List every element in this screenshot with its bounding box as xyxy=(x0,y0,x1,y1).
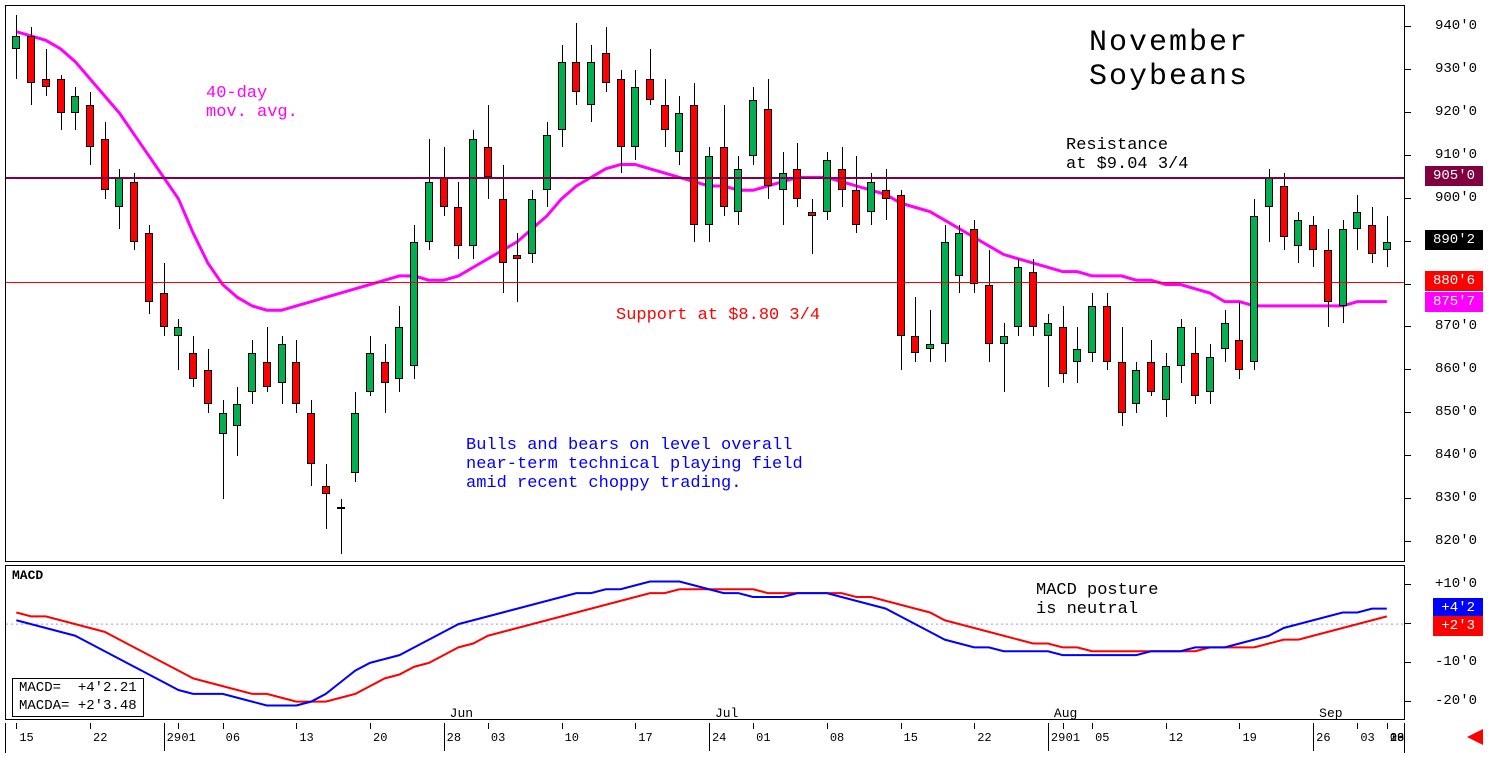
price-y-tick-label: 930'0 xyxy=(1435,61,1477,77)
chart-annotation: Bulls and bears on level overall near-te… xyxy=(466,436,803,493)
macd-y-tick-label: -10'0 xyxy=(1435,654,1477,670)
macd-label: MACD xyxy=(12,568,43,583)
macd-tag: +4'2 xyxy=(1433,598,1483,618)
horizontal-level-line xyxy=(6,282,1404,283)
x-tick-label: 10 xyxy=(565,731,579,745)
x-tick-label: 26 xyxy=(1316,731,1330,745)
macda-value: +2'3.48 xyxy=(78,698,137,714)
price-y-tick-label: 860'0 xyxy=(1435,361,1477,377)
price-y-tick-label: 900'0 xyxy=(1435,190,1477,206)
macd-annotation: MACD posture is neutral xyxy=(1036,581,1158,619)
x-tick-label: 29 xyxy=(1051,731,1065,745)
macd-tag: +2'3 xyxy=(1433,616,1483,636)
macd-svg xyxy=(6,566,1406,721)
macd-values-box: MACD= +4'2.21 MACDA= +2'3.48 xyxy=(12,678,144,717)
price-y-tick-label: 870'0 xyxy=(1435,318,1477,334)
scroll-left-arrow-icon[interactable] xyxy=(1467,729,1483,745)
x-tick-label: 15 xyxy=(904,731,918,745)
x-tick-label: 06 xyxy=(226,731,240,745)
price-y-tick-label: 820'0 xyxy=(1435,533,1477,549)
chart-annotation: Support at $8.80 3/4 xyxy=(616,306,820,325)
x-month-label: Aug xyxy=(1054,706,1077,721)
price-y-tick-label: 830'0 xyxy=(1435,490,1477,506)
x-tick-label: 01 xyxy=(181,731,195,745)
x-month-label: Sep xyxy=(1319,706,1342,721)
x-tick-label: 28 xyxy=(447,731,461,745)
price-tag: 875'7 xyxy=(1425,292,1483,312)
price-tag: 880'6 xyxy=(1425,271,1483,291)
macd-y-tick-label: -20'0 xyxy=(1435,693,1477,709)
x-tick-label: 23 xyxy=(1390,731,1404,745)
x-tick-label: 03 xyxy=(491,731,505,745)
horizontal-level-line xyxy=(6,177,1404,179)
x-tick-label: 08 xyxy=(830,731,844,745)
x-tick-label: 01 xyxy=(1066,731,1080,745)
x-tick-label: 12 xyxy=(1169,731,1183,745)
price-y-tick-label: 910'0 xyxy=(1435,147,1477,163)
macd-panel[interactable]: MACD MACD posture is neutral MACD= +4'2.… xyxy=(5,565,1405,720)
x-tick-label: 29 xyxy=(167,731,181,745)
x-tick-label: 05 xyxy=(1095,731,1109,745)
x-tick-label: 20 xyxy=(373,731,387,745)
price-tag: 905'0 xyxy=(1425,166,1483,186)
x-tick-label: 22 xyxy=(977,731,991,745)
macd-value-row: MACD= +4'2.21 xyxy=(19,680,137,698)
price-y-tick-label: 940'0 xyxy=(1435,18,1477,34)
x-tick-label: 22 xyxy=(93,731,107,745)
macd-value: +4'2.21 xyxy=(78,680,137,696)
x-month-label: Jul xyxy=(715,706,738,721)
price-chart-panel[interactable]: 40-day mov. avg. Resistance at $9.04 3/4 S… xyxy=(5,5,1405,562)
price-y-tick-label: 850'0 xyxy=(1435,404,1477,420)
x-tick-label: 24 xyxy=(712,731,726,745)
x-axis: 1522290106132028Jun03101724Jul0108152229… xyxy=(5,723,1405,753)
x-tick-label: 19 xyxy=(1242,731,1256,745)
price-y-tick-label: 840'0 xyxy=(1435,447,1477,463)
x-tick-label: 17 xyxy=(638,731,652,745)
chart-annotation: 40-day mov. avg. xyxy=(206,84,298,122)
macda-value-row: MACDA= +2'3.48 xyxy=(19,698,137,716)
x-tick-label: 15 xyxy=(19,731,33,745)
price-y-tick-label: 920'0 xyxy=(1435,104,1477,120)
x-tick-label: 13 xyxy=(299,731,313,745)
x-tick-label: 01 xyxy=(756,731,770,745)
x-month-label: Jun xyxy=(450,706,473,721)
macd-y-tick-label: +10'0 xyxy=(1435,576,1477,592)
x-tick-label: 03 xyxy=(1360,731,1374,745)
chart-title: November Soybeans xyxy=(1089,26,1249,94)
price-tag: 890'2 xyxy=(1425,230,1483,250)
chart-annotation: Resistance at $9.04 3/4 xyxy=(1066,136,1188,174)
